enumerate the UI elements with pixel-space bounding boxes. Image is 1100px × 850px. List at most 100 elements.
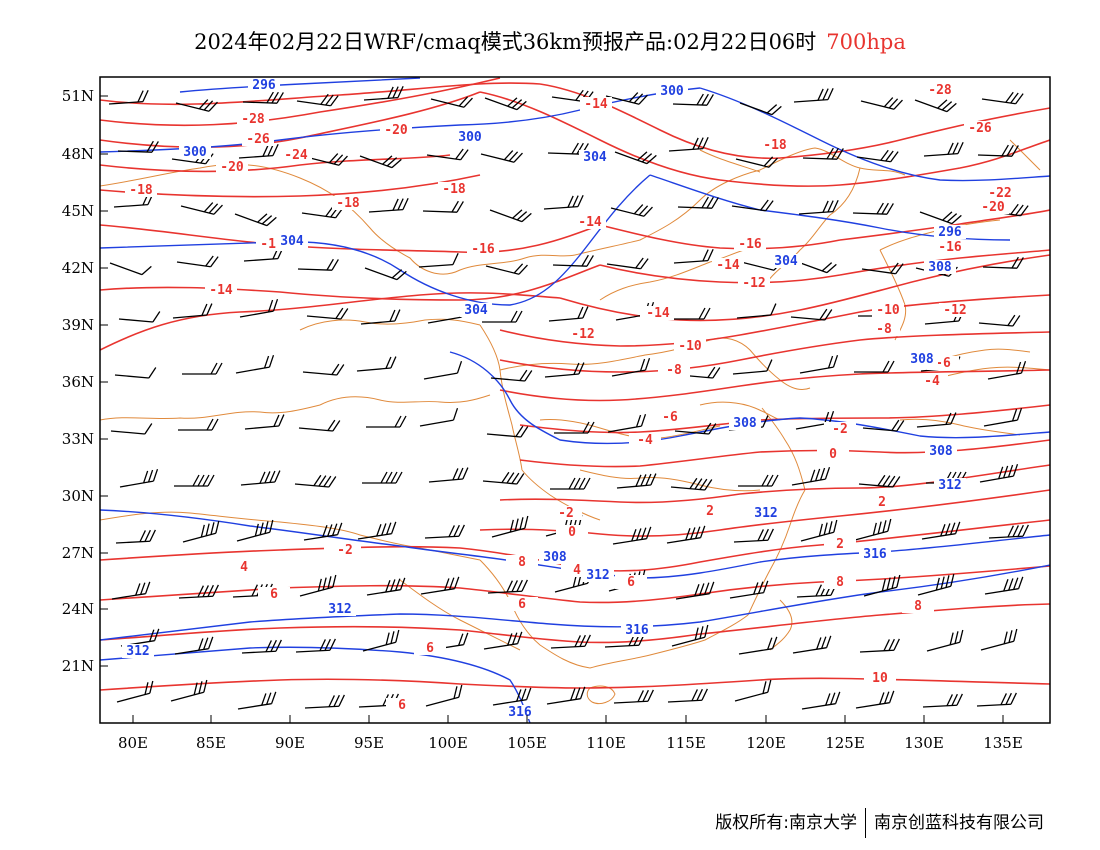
- temperature-label: -10: [876, 303, 900, 318]
- temperature-label: -16: [471, 242, 495, 257]
- wind-barb: [357, 521, 397, 540]
- height-label: 312: [754, 506, 777, 521]
- wind-barb: [178, 584, 219, 599]
- wind-barb: [791, 467, 831, 486]
- temperature-label-bg: [864, 671, 896, 685]
- wind-barb: [295, 638, 336, 653]
- height-label: 304: [280, 234, 304, 249]
- lat-tick-label: 24N: [62, 600, 94, 618]
- temperature-contour: [839, 209, 1050, 241]
- wind-barb: [738, 474, 779, 487]
- wind-barb: [172, 303, 213, 319]
- wind-barb: [792, 635, 832, 654]
- height-label: 300: [660, 84, 684, 99]
- temperature-label: -4: [924, 374, 940, 389]
- lat-tick-label: 30N: [62, 487, 94, 505]
- wind-barb: [613, 689, 654, 704]
- wind-barb: [548, 306, 589, 322]
- wind-barb: [237, 691, 277, 710]
- wind-barb: [800, 519, 838, 542]
- wind-barb: [987, 361, 1027, 380]
- wind-barb: [491, 515, 529, 538]
- wind-barb: [236, 519, 274, 542]
- wind-barb: [368, 197, 409, 213]
- lat-tick-label: 21N: [62, 657, 94, 675]
- wind-barb: [980, 628, 1018, 651]
- height-label: 304: [583, 150, 607, 165]
- wind-barb: [801, 691, 841, 710]
- wind-barb: [306, 307, 349, 320]
- wind-barb: [672, 93, 714, 106]
- temperature-label: -16: [738, 237, 762, 252]
- temperature-label-bg: [237, 112, 269, 126]
- wind-barb: [175, 99, 218, 112]
- wind-barb: [176, 255, 219, 268]
- wind-barb: [297, 258, 339, 271]
- wind-barb: [614, 151, 657, 165]
- wind-barb: [733, 528, 774, 543]
- height-label: 308: [910, 352, 934, 367]
- wind-barb: [666, 525, 706, 544]
- temperature-label: -4: [637, 433, 653, 448]
- height-label: 308: [543, 550, 567, 565]
- latitude-axis: 51N 48N 45N 42N 39N 36N 33N 30N 27N 24N 21N: [62, 87, 108, 675]
- wind-barb: [356, 356, 397, 372]
- wind-barb: [673, 248, 714, 264]
- wind-barb: [981, 91, 1024, 105]
- copyright-footer: 版权所有:南京大学 南京创蓝科技有限公司: [715, 808, 1044, 838]
- height-label: 296: [252, 78, 276, 93]
- temperature-contour: [100, 264, 601, 301]
- lat-tick-label: 42N: [62, 259, 94, 277]
- wind-barb: [916, 412, 957, 428]
- wind-barb: [670, 307, 711, 320]
- lon-tick-label: 85E: [196, 734, 226, 752]
- temperature-contours: [100, 77, 1050, 691]
- height-label-bg: [539, 550, 571, 564]
- temperature-label: -18: [129, 183, 153, 198]
- wind-barb: [363, 85, 404, 101]
- lon-tick-label: 90E: [275, 734, 305, 752]
- temperature-label: -6: [935, 356, 951, 371]
- lat-tick-label: 45N: [62, 202, 94, 220]
- temperature-label-bg: [674, 339, 706, 353]
- boundary-line: [319, 394, 491, 406]
- temperature-contour: [100, 677, 1050, 691]
- temperature-label: -20: [384, 123, 408, 138]
- wind-barb: [855, 690, 895, 709]
- wind-barb: [418, 252, 459, 268]
- temperature-label: 8: [914, 599, 922, 614]
- temperature-label-bg: [550, 506, 582, 520]
- temperature-label: 6: [518, 597, 526, 612]
- temperature-label-bg: [694, 504, 726, 518]
- wind-barb: [485, 263, 528, 275]
- temperature-label-bg: [817, 447, 849, 461]
- height-label: 308: [928, 260, 952, 275]
- temperature-label-bg: [125, 183, 157, 197]
- wind-barb: [798, 199, 839, 215]
- wind-barb: [552, 254, 594, 267]
- temperature-contour: [100, 82, 541, 106]
- height-label-bg: [729, 416, 761, 430]
- wind-barb: [304, 694, 345, 709]
- wind-barb: [732, 359, 773, 375]
- temperature-label: 6: [426, 641, 434, 656]
- wind-barb: [554, 421, 595, 434]
- temperature-contour: [499, 294, 1050, 347]
- temperature-label-bg: [438, 182, 470, 196]
- temperature-label-bg: [984, 186, 1016, 200]
- wind-barb: [612, 526, 652, 545]
- boundary-line: [761, 407, 806, 491]
- wind-barb: [426, 148, 469, 161]
- temperature-label-bg: [380, 123, 412, 137]
- wind-barb: [854, 360, 895, 373]
- temperature-label: -18: [442, 182, 466, 197]
- height-label-bg: [179, 145, 211, 159]
- wind-barb: [802, 147, 844, 160]
- temperature-label: 2: [836, 537, 844, 552]
- temperature-label: 6: [627, 575, 635, 590]
- wind-barb: [362, 471, 403, 484]
- height-label-bg: [621, 623, 653, 637]
- temperature-label: -10: [678, 339, 702, 354]
- wind-barb: [490, 369, 533, 382]
- temperature-label: -2: [558, 506, 574, 521]
